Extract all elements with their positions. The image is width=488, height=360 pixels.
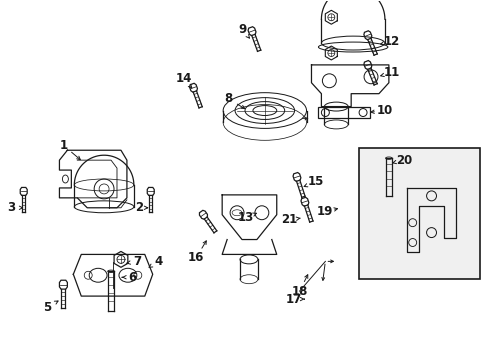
Text: 11: 11: [383, 66, 399, 79]
Text: 3: 3: [7, 201, 15, 214]
Text: 18: 18: [291, 285, 307, 298]
Bar: [318, 107, 369, 118]
Text: 8: 8: [224, 92, 232, 105]
Text: 19: 19: [316, 205, 332, 218]
Text: 17: 17: [285, 293, 301, 306]
Text: 2: 2: [135, 201, 142, 214]
Text: 12: 12: [383, 35, 399, 48]
Text: 10: 10: [376, 104, 392, 117]
Text: 16: 16: [188, 251, 204, 264]
Text: 14: 14: [175, 72, 191, 85]
Text: 5: 5: [43, 301, 52, 314]
Bar: [358, 148, 479, 279]
Text: 4: 4: [154, 255, 163, 268]
Text: 1: 1: [59, 139, 67, 152]
Text: 21: 21: [281, 213, 297, 226]
Text: 13: 13: [237, 211, 254, 224]
Text: 7: 7: [133, 255, 141, 268]
Text: 9: 9: [237, 23, 245, 36]
Text: 15: 15: [306, 175, 323, 189]
Text: 6: 6: [128, 271, 137, 284]
Text: 20: 20: [395, 154, 411, 167]
